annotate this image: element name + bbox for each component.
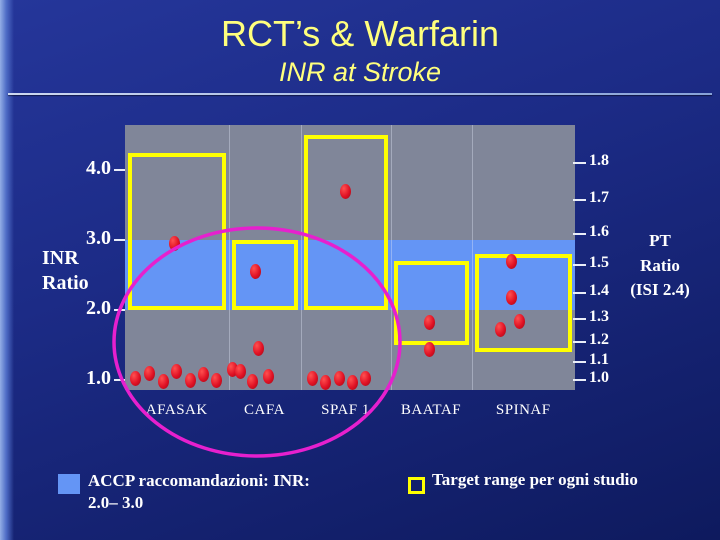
right-axis-tick (573, 232, 586, 235)
stroke-point-afasak (144, 365, 156, 381)
left-axis-tick-label: 1.0 (86, 367, 111, 389)
stroke-point-afasak (210, 372, 222, 388)
left-axis-tick-label: 4.0 (86, 157, 111, 179)
accp-legend-label: ACCP raccomandazioni: INR: 2.0– 3.0 (88, 471, 310, 513)
left-axis-tick-label: 2.0 (86, 297, 111, 319)
stroke-point-spaf-1 (347, 374, 359, 390)
left-edge-gradient (0, 0, 14, 540)
target-range-box-cafa (231, 240, 298, 310)
target-legend-swatch (408, 477, 425, 494)
pt-ratio-axis-label: PT Ratio (ISI 2.4) (630, 231, 690, 300)
stroke-point-spinaf (506, 289, 518, 305)
target-legend-label: Target range per ogni studio (432, 470, 638, 489)
right-axis-tick (573, 361, 586, 363)
right-axis-tick-label: 1.2 (589, 330, 609, 348)
target-range-box-spinaf (474, 254, 572, 352)
stroke-point-cafa (253, 341, 265, 356)
column-gridline (228, 125, 230, 390)
stroke-point-spaf-1 (306, 371, 318, 387)
column-gridline (390, 125, 392, 390)
right-axis-tick (573, 379, 586, 381)
stroke-point-afasak (129, 371, 141, 387)
plot-area (125, 125, 575, 390)
stroke-point-spinaf (513, 313, 525, 329)
target-range-box-afasak (128, 152, 226, 310)
stroke-point-spinaf (506, 253, 518, 269)
stroke-point-baataf (423, 315, 435, 331)
stroke-point-baataf (423, 342, 435, 358)
right-axis-tick-label: 1.7 (589, 188, 609, 206)
chart-area: 4.0 3.0 2.0 1.0 1.8 1.7 1.6 1.5 1.4 1.3 1.2 1.1 1.0 A… (86, 125, 609, 418)
right-axis-tick (573, 198, 586, 201)
title-divider (8, 93, 712, 95)
column-gridline (471, 125, 473, 390)
right-axis-tick-label: 1.0 (589, 369, 609, 386)
stroke-point-afasak (198, 366, 210, 382)
stroke-point-spaf-1 (320, 374, 332, 390)
right-axis-tick (573, 340, 586, 343)
stroke-point-spaf-1 (359, 371, 371, 387)
stroke-point-spaf-1 (340, 183, 351, 199)
stroke-point-cafa (263, 369, 275, 384)
right-axis-tick-label: 1.1 (589, 351, 609, 368)
stroke-point-afasak (184, 372, 196, 388)
left-axis-tick (114, 379, 125, 381)
stroke-point-spaf-1 (333, 371, 345, 387)
accp-legend-swatch (58, 474, 80, 494)
left-axis-tick-label: 3.0 (86, 227, 111, 249)
right-axis-tick-label: 1.5 (589, 253, 609, 271)
category-label-baataf: BAATAF (400, 402, 462, 418)
stroke-point-cafa (235, 364, 247, 380)
stroke-point-afasak (171, 364, 183, 380)
right-axis-tick (573, 162, 586, 165)
right-axis-tick (573, 292, 586, 295)
right-axis-tick-label: 1.4 (589, 282, 609, 300)
column-gridline (300, 125, 302, 390)
right-axis-tick-label: 1.8 (589, 152, 609, 170)
slide-subtitle: INR at Stroke (278, 57, 442, 87)
left-axis-tick (114, 169, 125, 171)
target-range-box-spaf-1 (303, 135, 388, 310)
inr-ratio-axis-label: INR Ratio (42, 247, 89, 294)
left-axis-tick (114, 239, 125, 241)
slide-title: RCT’s & Warfarin (220, 13, 500, 54)
left-axis-tick (114, 309, 125, 311)
stroke-point-spinaf (494, 322, 506, 338)
target-range-box-baataf (393, 261, 469, 345)
stroke-point-afasak (157, 373, 169, 389)
stroke-point-cafa (247, 373, 259, 389)
right-axis-tick (573, 263, 586, 266)
category-label-spinaf: SPINAF (495, 402, 551, 418)
right-axis-tick-label: 1.6 (589, 222, 609, 240)
right-axis-tick-label: 1.3 (589, 307, 609, 325)
right-axis-tick (573, 317, 586, 320)
